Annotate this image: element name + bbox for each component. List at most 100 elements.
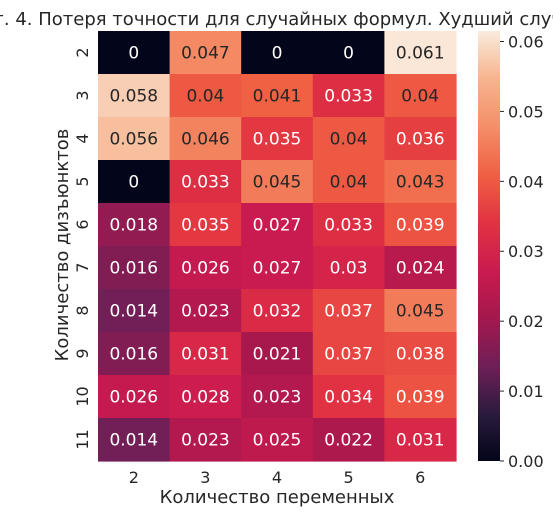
heatmap-cell — [241, 117, 314, 161]
cell-value-label: 0.039 — [396, 388, 445, 408]
cell-value-label: 0.014 — [109, 431, 158, 451]
heatmap-cell — [312, 74, 385, 118]
colorbar-tick-label: 0.03 — [508, 242, 544, 261]
heatmap-cell — [312, 418, 385, 462]
cell-value-label: 0.037 — [324, 302, 373, 322]
cell-value-label: 0.045 — [253, 173, 302, 193]
cell-value-label: 0.036 — [396, 130, 445, 150]
cell-value-label: 0.023 — [181, 302, 230, 322]
x-tick-label: 2 — [129, 468, 139, 487]
heatmap-cell — [241, 31, 314, 75]
cell-value-label: 0.022 — [324, 431, 373, 451]
heatmap-cell — [384, 31, 457, 75]
cell-value-label: 0.039 — [396, 216, 445, 236]
heatmap-cell — [169, 160, 242, 204]
cell-value-label: 0.023 — [181, 431, 230, 451]
colorbar-tick-label: 0.00 — [508, 452, 544, 471]
heatmap-cell — [312, 203, 385, 247]
cell-value-label: 0.061 — [396, 44, 445, 64]
heatmap-cell — [169, 332, 242, 376]
heatmap-cell — [98, 246, 171, 290]
cell-value-label: 0.025 — [253, 431, 302, 451]
y-tick-label: 4 — [73, 133, 92, 143]
heatmap-cell — [169, 418, 242, 462]
y-tick-label: 10 — [73, 386, 92, 406]
x-tick-label: 3 — [200, 468, 210, 487]
colorbar-tick-label: 0.04 — [508, 172, 544, 191]
heatmap-cell — [312, 289, 385, 333]
y-tick-label: 2 — [73, 47, 92, 57]
y-axis-ticks: 2 3 4 5 6 7 8 9 10 11 — [73, 47, 92, 449]
cell-value-label: 0.033 — [324, 87, 373, 107]
heatmap-cell — [384, 418, 457, 462]
cell-value-label: 0.047 — [181, 44, 230, 64]
cell-value-label: 0.031 — [181, 345, 230, 365]
x-tick-label: 4 — [272, 468, 282, 487]
y-tick-label: 3 — [73, 90, 92, 100]
heatmap-cell — [312, 31, 385, 75]
cell-value-label: 0.046 — [181, 130, 230, 150]
heatmap-cell — [312, 246, 385, 290]
cell-value-label: 0.033 — [181, 173, 230, 193]
heatmap-cells — [98, 31, 457, 462]
heatmap-cell — [169, 31, 242, 75]
cell-value-label: 0.04 — [330, 130, 368, 150]
heatmap-cell — [98, 203, 171, 247]
cell-value-label: 0.027 — [253, 216, 302, 236]
cell-value-label: 0.037 — [324, 345, 373, 365]
y-axis-label: Количество дизъюнктов — [52, 129, 73, 362]
heatmap-cell — [241, 418, 314, 462]
cell-value-label: 0.027 — [253, 259, 302, 279]
heatmap-cell — [169, 246, 242, 290]
x-axis-label: Количество переменных — [160, 487, 395, 508]
cell-value-label: 0.04 — [186, 87, 224, 107]
heatmap-cell — [384, 332, 457, 376]
cell-value-label: 0.032 — [253, 302, 302, 322]
heatmap-cell — [384, 74, 457, 118]
heatmap-cell — [384, 375, 457, 419]
y-tick-label: 11 — [73, 429, 92, 449]
heatmap-cell — [98, 418, 171, 462]
heatmap-cell — [241, 332, 314, 376]
cell-value-label: 0.035 — [181, 216, 230, 236]
cell-value-label: 0.016 — [109, 259, 158, 279]
heatmap-cell — [98, 31, 171, 75]
heatmap-cell — [98, 160, 171, 204]
cell-value-label: 0.038 — [396, 345, 445, 365]
heatmap-cell — [169, 289, 242, 333]
y-tick-label: 8 — [73, 305, 92, 315]
heatmap-cell — [312, 375, 385, 419]
cell-value-label: 0.018 — [109, 216, 158, 236]
cell-value-label: 0.04 — [330, 173, 368, 193]
cell-value-label: 0.028 — [181, 388, 230, 408]
heatmap-cell — [312, 160, 385, 204]
y-tick-label: 5 — [73, 176, 92, 186]
cell-value-label: 0.024 — [396, 259, 445, 279]
heatmap-cell — [384, 246, 457, 290]
heatmap-cell — [312, 332, 385, 376]
cell-value-label: 0.056 — [109, 130, 158, 150]
heatmap-cell — [241, 160, 314, 204]
colorbar-tick-label: 0.01 — [508, 382, 544, 401]
heatmap-cell — [241, 375, 314, 419]
colorbar-ticks: 0.00 0.01 0.02 0.03 0.04 0.05 0.06 — [500, 32, 544, 471]
heatmap-cell — [169, 117, 242, 161]
heatmap-cell — [98, 289, 171, 333]
cell-value-label: 0 — [343, 44, 354, 64]
cell-value-label: 0 — [128, 173, 139, 193]
heatmap-cell — [241, 246, 314, 290]
heatmap-cell — [384, 160, 457, 204]
cell-value-label: 0 — [128, 44, 139, 64]
cell-value-label: 0.023 — [253, 388, 302, 408]
cell-value-label: 0.021 — [253, 345, 302, 365]
chart-title: Фиг. 4. Потеря точности для случайных фо… — [0, 9, 553, 30]
cell-value-label: 0.041 — [253, 87, 302, 107]
cell-value-label: 0.04 — [401, 87, 439, 107]
colorbar-tick-label: 0.02 — [508, 312, 544, 331]
heatmap-cell — [98, 74, 171, 118]
heatmap-cell — [241, 203, 314, 247]
colorbar-tick-label: 0.05 — [508, 102, 544, 121]
heatmap-cell-labels: 0 0.047 0 0 0.061 0.058 0.04 0.041 0.033 0.04 0.05… — [109, 44, 444, 451]
x-tick-label: 6 — [415, 468, 425, 487]
cell-value-label: 0.031 — [396, 431, 445, 451]
